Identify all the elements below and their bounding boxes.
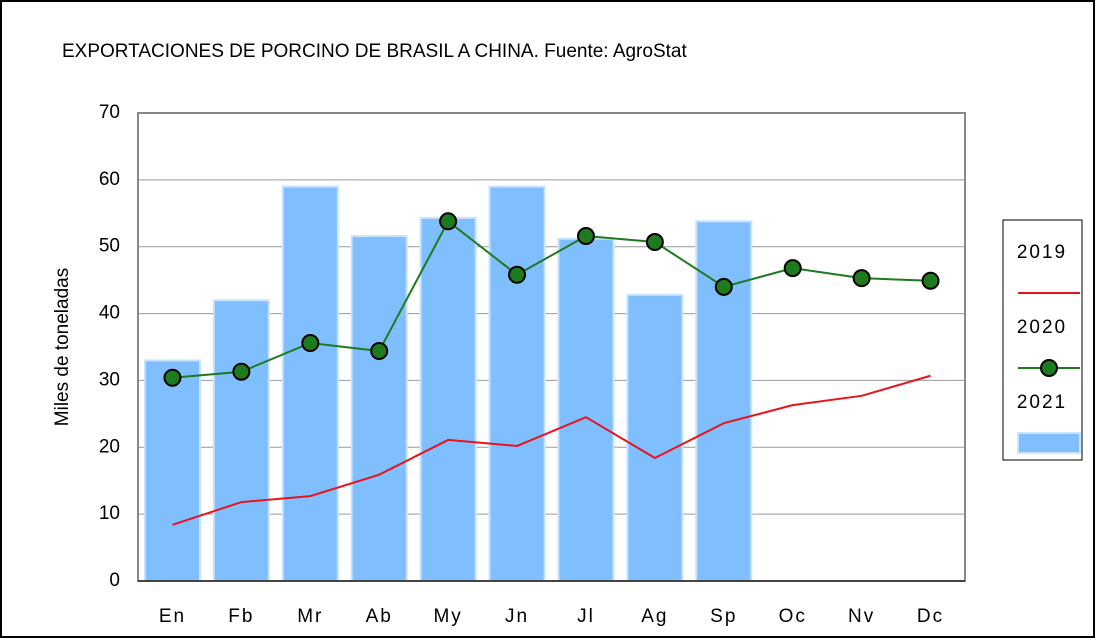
x-tick-label: Ab	[366, 606, 393, 627]
x-tick-label: Ag	[641, 606, 668, 627]
marker	[163, 368, 182, 387]
y-tick-label: 50	[99, 236, 120, 257]
y-tick-label: 70	[99, 102, 120, 123]
y-tick-label: 10	[99, 503, 120, 524]
marker	[508, 265, 527, 284]
marker	[645, 233, 664, 252]
y-tick-label: 0	[109, 570, 120, 591]
bar	[488, 185, 546, 583]
x-tick-label: My	[433, 606, 462, 627]
marker	[921, 271, 940, 290]
line	[172, 219, 931, 379]
y-tick-label: 20	[99, 436, 120, 457]
x-tick-label: Dc	[917, 606, 944, 627]
legend-marker	[1040, 359, 1058, 377]
bar	[419, 216, 477, 582]
y-axis-label: Miles de toneladas	[52, 268, 73, 426]
marker	[232, 362, 251, 381]
marker	[301, 333, 320, 352]
plot-area	[138, 113, 965, 581]
x-tick-label: Jl	[577, 606, 595, 627]
x-tick-label: Mr	[297, 606, 323, 627]
marker	[783, 259, 802, 278]
marker	[852, 269, 871, 288]
legend-swatch	[1017, 432, 1081, 454]
x-tick-label: Oc	[779, 606, 807, 627]
chart-title: EXPORTACIONES DE PORCINO DE BRASIL A CHI…	[62, 41, 687, 62]
x-tick-label: Nv	[848, 606, 875, 627]
bar	[350, 235, 408, 582]
bar	[143, 359, 202, 582]
legend-label: 2019	[1017, 242, 1067, 263]
marker	[576, 227, 595, 246]
x-tick-label: Sp	[710, 606, 737, 627]
legend-label: 2020	[1017, 317, 1067, 338]
marker	[714, 277, 733, 296]
bar	[212, 299, 270, 582]
marker	[370, 342, 389, 361]
x-tick-label: Jn	[505, 606, 529, 627]
y-tick-label: 30	[99, 369, 120, 390]
bar	[557, 237, 615, 582]
y-tick-label: 40	[99, 303, 120, 324]
bar	[281, 185, 339, 583]
line	[172, 374, 931, 526]
x-tick-label: Fb	[228, 606, 254, 627]
x-tick-label: En	[159, 606, 186, 627]
y-tick-label: 60	[99, 169, 120, 190]
legend-label: 2021	[1017, 392, 1067, 413]
bar	[626, 293, 684, 582]
marker	[439, 212, 458, 231]
legend-box	[1002, 219, 1083, 461]
